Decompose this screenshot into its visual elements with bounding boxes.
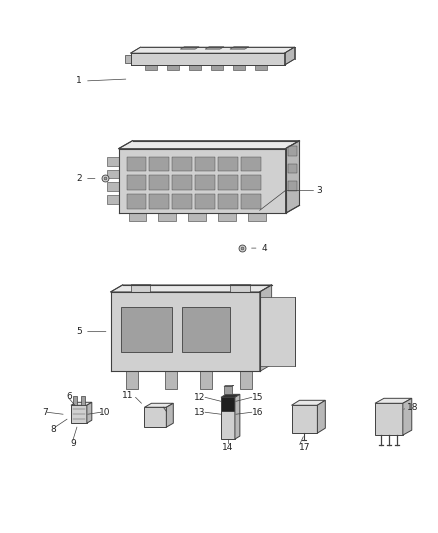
Text: 4: 4 (262, 244, 268, 253)
Polygon shape (107, 182, 119, 191)
Polygon shape (131, 284, 150, 292)
Polygon shape (71, 402, 92, 405)
Text: 12: 12 (194, 393, 206, 402)
Polygon shape (235, 394, 240, 439)
Polygon shape (233, 65, 245, 70)
Polygon shape (221, 394, 240, 397)
Polygon shape (195, 195, 215, 209)
Polygon shape (292, 405, 318, 433)
Text: 6: 6 (66, 392, 72, 401)
Polygon shape (218, 213, 236, 221)
Text: 10: 10 (99, 408, 110, 417)
Polygon shape (218, 157, 238, 172)
Polygon shape (288, 181, 297, 191)
Polygon shape (200, 372, 212, 389)
Polygon shape (165, 372, 177, 389)
Circle shape (138, 286, 142, 290)
Text: 18: 18 (407, 403, 419, 412)
Polygon shape (149, 175, 170, 190)
Polygon shape (120, 307, 172, 352)
Polygon shape (167, 65, 179, 70)
Text: 1: 1 (76, 76, 82, 85)
Polygon shape (288, 146, 297, 156)
Polygon shape (188, 213, 206, 221)
Polygon shape (221, 411, 235, 439)
Polygon shape (403, 398, 412, 435)
Polygon shape (205, 47, 224, 49)
Polygon shape (172, 157, 192, 172)
Polygon shape (241, 175, 261, 190)
Polygon shape (241, 157, 261, 172)
Polygon shape (218, 175, 238, 190)
Polygon shape (127, 195, 146, 209)
Polygon shape (73, 397, 77, 405)
Polygon shape (195, 157, 215, 172)
Text: 16: 16 (252, 408, 264, 417)
Polygon shape (107, 196, 119, 204)
Polygon shape (318, 400, 325, 433)
Polygon shape (111, 285, 272, 292)
Polygon shape (260, 297, 294, 367)
Polygon shape (131, 53, 285, 65)
Polygon shape (166, 403, 173, 427)
Polygon shape (255, 65, 267, 70)
Text: 15: 15 (252, 393, 264, 402)
Polygon shape (240, 372, 252, 389)
Circle shape (238, 286, 242, 290)
Polygon shape (288, 164, 297, 173)
Polygon shape (149, 195, 170, 209)
Polygon shape (119, 141, 300, 149)
Polygon shape (292, 400, 325, 405)
Polygon shape (260, 285, 272, 372)
Polygon shape (159, 213, 176, 221)
Polygon shape (248, 213, 266, 221)
Polygon shape (375, 398, 412, 403)
Polygon shape (145, 403, 173, 407)
Polygon shape (149, 157, 170, 172)
Polygon shape (195, 175, 215, 190)
Polygon shape (107, 169, 119, 179)
Polygon shape (124, 55, 131, 63)
Polygon shape (211, 65, 223, 70)
Polygon shape (127, 175, 146, 190)
Text: 3: 3 (317, 186, 322, 195)
Text: 5: 5 (76, 327, 82, 336)
Polygon shape (224, 386, 232, 394)
Polygon shape (180, 47, 199, 49)
Text: 11: 11 (122, 391, 133, 400)
Text: 13: 13 (194, 408, 206, 417)
Polygon shape (127, 157, 146, 172)
Polygon shape (286, 141, 300, 213)
Text: 7: 7 (42, 408, 48, 417)
Polygon shape (145, 407, 166, 427)
Text: 8: 8 (50, 425, 56, 434)
Polygon shape (375, 403, 403, 435)
Polygon shape (224, 385, 234, 386)
Polygon shape (71, 405, 87, 423)
Polygon shape (131, 47, 294, 53)
Polygon shape (241, 195, 261, 209)
Polygon shape (230, 47, 249, 49)
Polygon shape (172, 175, 192, 190)
Text: 14: 14 (222, 442, 233, 451)
Text: 17: 17 (299, 442, 310, 451)
Polygon shape (189, 65, 201, 70)
Polygon shape (145, 65, 157, 70)
Polygon shape (119, 149, 286, 213)
Text: 2: 2 (76, 174, 82, 183)
Polygon shape (182, 307, 230, 352)
Polygon shape (221, 397, 235, 411)
Polygon shape (87, 402, 92, 423)
Polygon shape (230, 284, 250, 292)
Text: 9: 9 (70, 439, 76, 448)
Polygon shape (129, 213, 146, 221)
Polygon shape (81, 397, 85, 405)
Polygon shape (218, 195, 238, 209)
Polygon shape (111, 292, 260, 372)
Polygon shape (285, 47, 294, 65)
Polygon shape (172, 195, 192, 209)
Polygon shape (107, 157, 119, 166)
Polygon shape (126, 372, 138, 389)
